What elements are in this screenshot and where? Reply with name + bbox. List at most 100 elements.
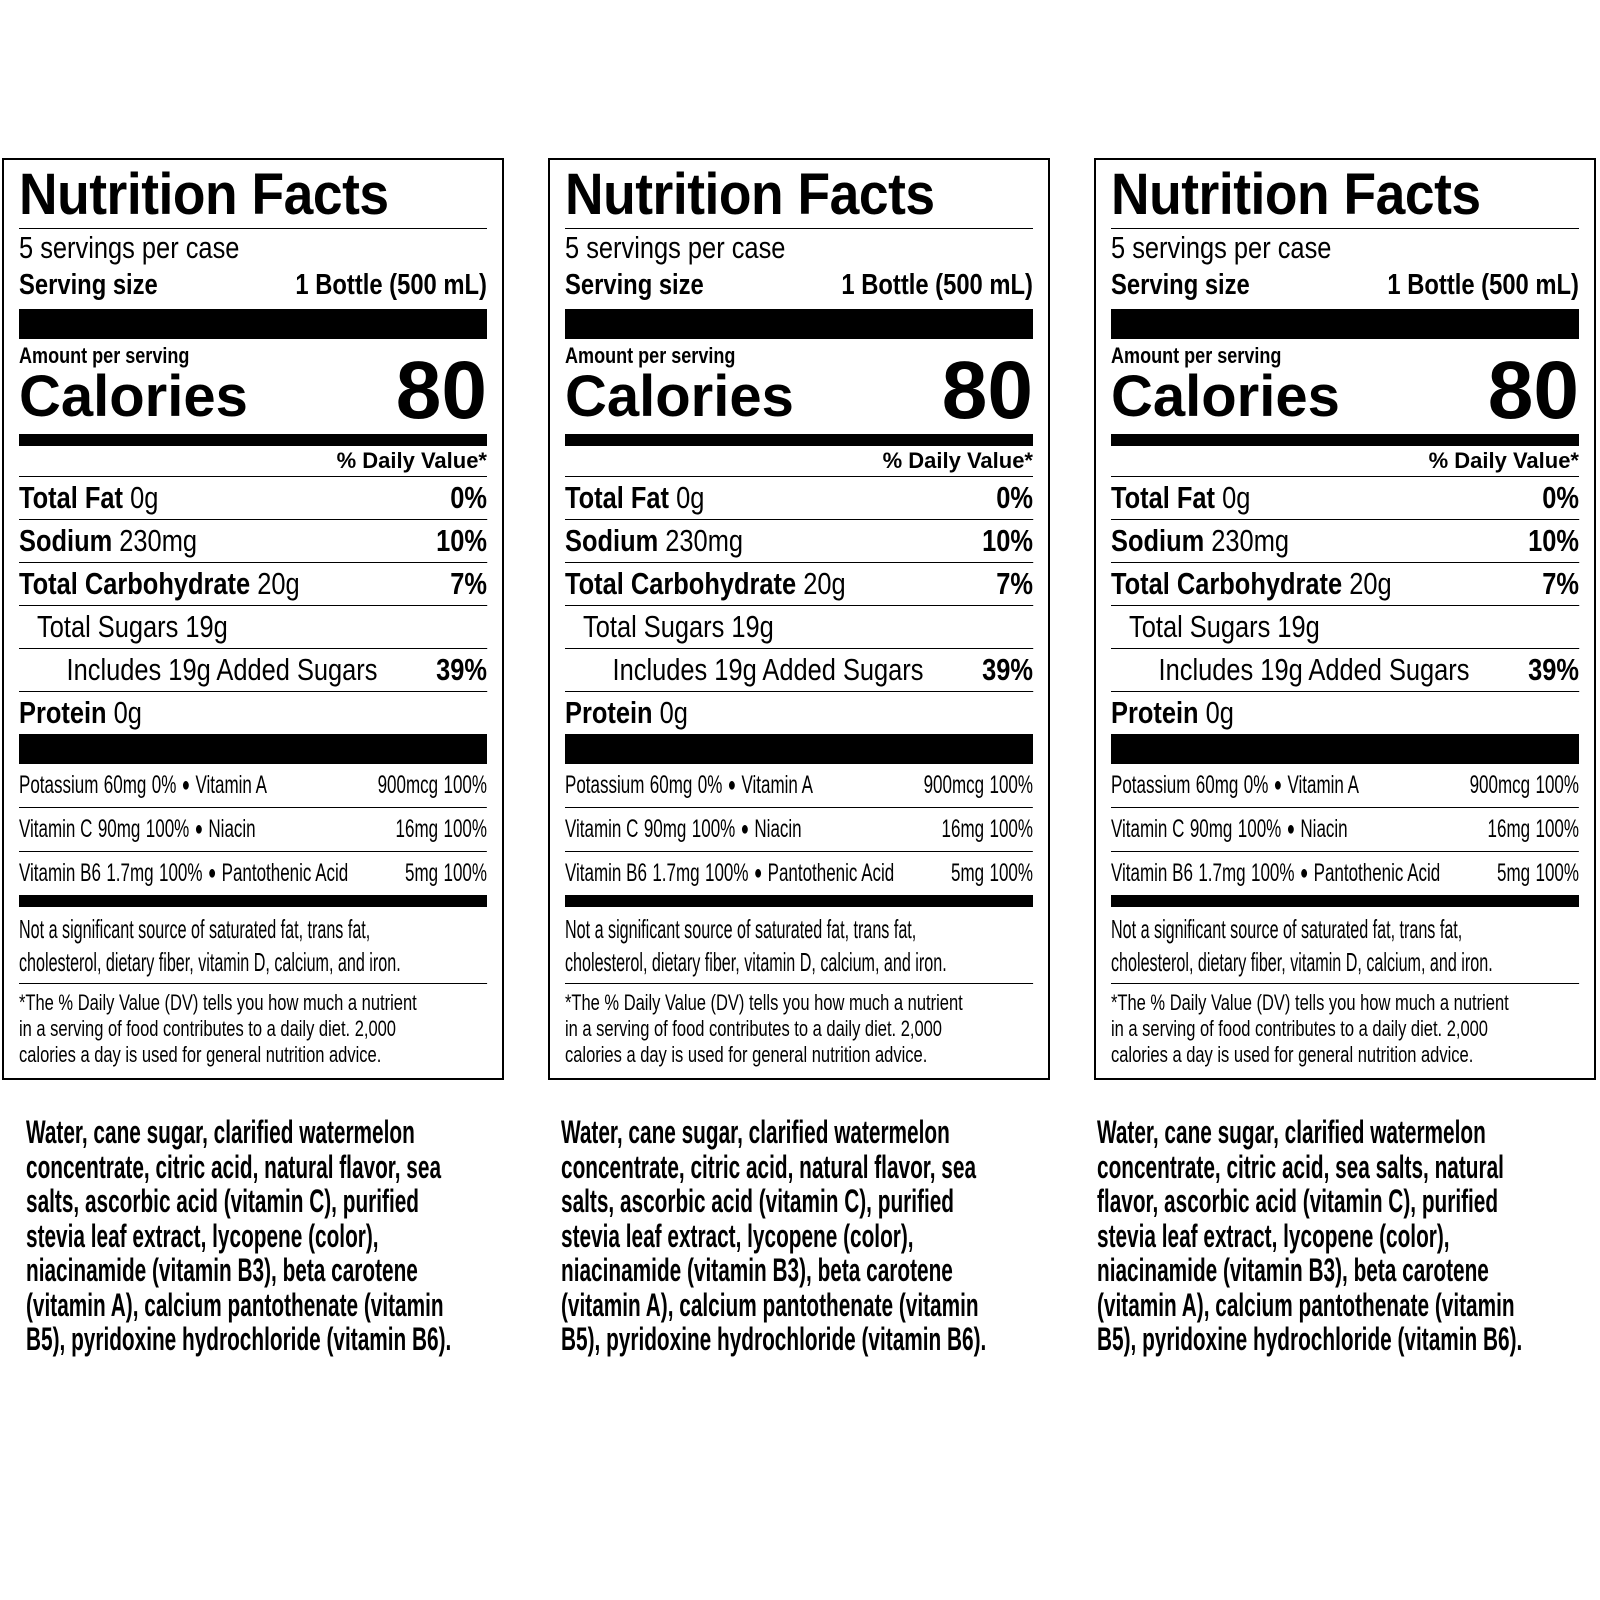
vitamin-name: Potassium [565,771,645,799]
daily-value-header: % Daily Value* [1111,446,1579,477]
nutrient-row: Protein 0g [1111,692,1579,734]
nutrient-daily-value: 39% [436,652,487,687]
nutrient-name: Protein [1111,695,1199,730]
serving-size-value: 1 Bottle (500 mL) [841,269,1033,301]
ingredients-line: B5), pyridoxine hydrochloride (vitamin B… [561,1321,987,1357]
nutrient-amount: 0g [113,695,142,730]
serving-size-label: Serving size [1111,269,1250,301]
calories-label: Calories [565,364,794,429]
nutrient-row: Protein 0g [565,692,1033,734]
panel-title-row: Nutrition Facts [19,162,487,229]
nutrient-row: Total Sugars 19g [565,606,1033,649]
panel-title-row: Nutrition Facts [1111,162,1579,229]
vitamin-name: Vitamin A [1287,771,1359,799]
nutrient-name: Total Fat [1111,480,1216,515]
nutrient-row: Total Fat 0g 0% [1111,477,1579,520]
serving-size-label: Serving size [19,269,158,301]
ingredients-line: stevia leaf extract, lycopene (color), [1097,1217,1450,1254]
nutrient-name: Includes 19g Added Sugars [66,652,378,687]
vitamin-amount: 5mg [950,859,985,887]
nutrient-amount: 230mg [119,523,198,558]
panel-title: Nutrition Facts [19,162,389,227]
vitamin-amount: 1.7mg [652,859,700,887]
vitamin-name: Potassium [1111,771,1191,799]
ingredients-line: stevia leaf extract, lycopene (color), [26,1217,379,1254]
calories-row: Calories 80 [1111,350,1579,432]
nutrient-row: Sodium 230mg 10% [1111,520,1579,563]
nutrient-amount: 0g [676,480,705,515]
vitamin-daily-value: 100% [705,859,749,887]
ingredients-list: Water, cane sugar, clarified watermelon c… [561,1115,1061,1357]
servings-per-container: 5 servings per case [1111,230,1332,265]
note-line: cholesterol, dietary fiber, vitamin D, c… [19,947,401,977]
vitamin-daily-value: 100% [1251,859,1295,887]
nutrient-row: Total Fat 0g 0% [19,477,487,520]
nutrient-row: Total Fat 0g 0% [565,477,1033,520]
serving-size-label: Serving size [565,269,704,301]
bullet-icon: ● [1299,862,1309,884]
vitamin-row: Vitamin C 90mg 100% ● Niacin 16mg 100% [19,808,487,852]
vitamin-amount: 90mg [643,815,687,843]
ingredients-line: niacinamide (vitamin B3), beta carotene [26,1252,418,1288]
bullet-icon: ● [207,862,217,884]
vitamin-daily-value: 100% [1535,859,1579,887]
ingredients-line: (vitamin A), calcium pantothenate (vitam… [561,1286,979,1323]
calories-label: Calories [1111,364,1340,429]
vitamin-name: Niacin [1300,815,1348,843]
vitamin-amount: 900mcg [377,771,439,799]
vitamin-row: Vitamin B6 1.7mg 100% ● Pantothenic Acid… [1111,852,1579,895]
serving-size-value: 1 Bottle (500 mL) [1387,269,1579,301]
nutrient-row: Protein 0g [19,692,487,734]
vitamin-daily-value: 0% [151,771,177,799]
thick-divider [19,309,487,339]
nutrient-daily-value: 7% [996,566,1033,601]
vitamin-daily-value: 100% [989,771,1033,799]
nutrition-facts-panel: Nutrition Facts 5 servings per case Serv… [1094,158,1596,1080]
thick-divider [565,309,1033,339]
footnote-line: in a serving of food contributes to a da… [565,1016,942,1041]
footnote-line: calories a day is used for general nutri… [565,1042,928,1067]
nutrient-amount: 0g [1205,695,1234,730]
nutrient-amount: 20g [803,566,846,601]
ingredients-list: Water, cane sugar, clarified watermelon c… [1097,1115,1597,1357]
vitamin-amount: 60mg [649,771,693,799]
serving-size-row: Serving size 1 Bottle (500 mL) [19,267,487,303]
thick-divider [1111,309,1579,339]
not-significant-note: Not a significant source of saturated fa… [19,907,487,984]
ingredients-line: concentrate, citric acid, sea salts, nat… [1097,1148,1504,1185]
daily-value-header: % Daily Value* [19,446,487,477]
vitamin-row: Potassium 60mg 0% ● Vitamin A 900mcg 100… [1111,764,1579,808]
servings-per-container: 5 servings per case [565,230,786,265]
vitamin-row: Vitamin B6 1.7mg 100% ● Pantothenic Acid… [19,852,487,895]
bullet-icon: ● [727,774,737,796]
vitamin-name: Vitamin B6 [1111,859,1193,887]
vitamin-daily-value: 100% [1535,815,1579,843]
vitamin-name: Vitamin A [195,771,267,799]
thick-divider [19,734,487,764]
vitamin-daily-value: 100% [159,859,203,887]
footnote-line: calories a day is used for general nutri… [19,1042,382,1067]
nutrient-name: Protein [19,695,107,730]
vitamin-name: Vitamin C [19,815,93,843]
nutrient-name: Includes 19g Added Sugars [612,652,924,687]
vitamin-daily-value: 0% [1243,771,1269,799]
vitamin-amount: 90mg [97,815,141,843]
vitamin-amount: 90mg [1189,815,1233,843]
vitamin-amount: 1.7mg [106,859,154,887]
serving-size-row: Serving size 1 Bottle (500 mL) [1111,267,1579,303]
nutrient-name: Total Sugars 19g [1129,609,1320,644]
daily-value-footnote: *The % Daily Value (DV) tells you how mu… [1111,984,1579,1068]
nutrient-amount: 20g [257,566,300,601]
ingredients-line: flavor, ascorbic acid (vitamin C), purif… [1097,1183,1499,1219]
vitamin-row: Vitamin B6 1.7mg 100% ● Pantothenic Acid… [565,852,1033,895]
ingredients-line: concentrate, citric acid, natural flavor… [561,1148,977,1185]
daily-value-footnote: *The % Daily Value (DV) tells you how mu… [19,984,487,1068]
nutrient-row: Includes 19g Added Sugars 39% [19,649,487,692]
medium-divider [1111,895,1579,907]
vitamin-daily-value: 0% [697,771,723,799]
nutrient-daily-value: 39% [1528,652,1579,687]
nutrient-row: Total Carbohydrate 20g 7% [19,563,487,606]
servings-per-container: 5 servings per case [19,230,240,265]
vitamin-daily-value: 100% [989,815,1033,843]
footnote-line: calories a day is used for general nutri… [1111,1042,1474,1067]
